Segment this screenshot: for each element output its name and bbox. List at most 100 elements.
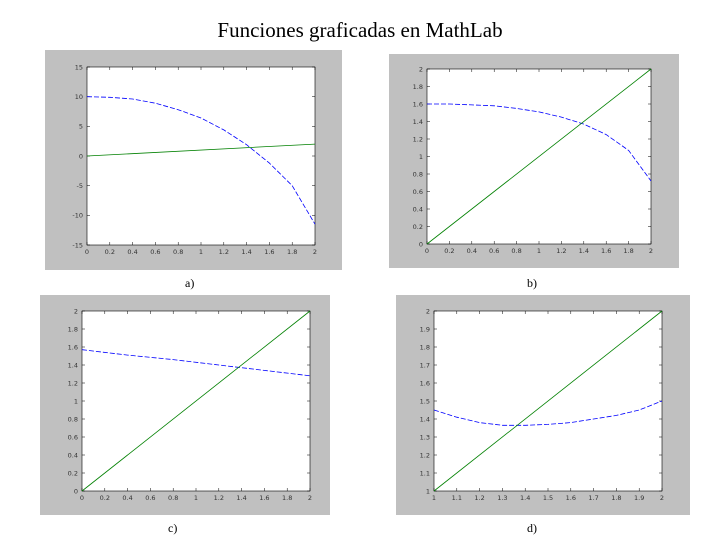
chart-d-x-tick-label: 1.2 [474,494,484,502]
chart-b-x-tick-label: 0.8 [511,247,521,255]
chart-b-x-tick-label: 0.2 [444,247,454,255]
chart-b-x-tick-label: 1.4 [579,247,589,255]
chart-d-y-tick-label: 1.3 [420,433,430,441]
chart-d-y-tick-label: 1.9 [420,325,430,333]
chart-b-x-tick-label: 1.8 [623,247,633,255]
chart-c-x-tick-label: 1.8 [282,494,292,502]
chart-a-series-1-line [86,96,316,225]
chart-a-caption: a) [185,276,195,290]
chart-a-y-tick-label: -15 [72,241,83,249]
chart-d-y-tick-label: 1.5 [420,397,430,405]
chart-b-y-tick-label: 1.6 [413,100,423,108]
chart-a-x-tick-label: 1 [199,248,203,256]
chart-c-y-tick-label: 0.8 [68,415,78,423]
chart-c: 0 0.2 0.4 0.6 0.8 1 1.2 1.4 1.6 1.8 2 0 0.2 0.4 0.6 0.8… [68,307,312,502]
chart-c-x-tick-label: 1.6 [259,494,269,502]
chart-b-y-tick-label: 1.2 [413,135,423,143]
chart-d-panel: 1 1.1 1.2 1.3 1.4 1.5 1.6 1.7 1.8 1.9 2 1 1.1 1.2 1.3 1… [396,295,690,515]
chart-d-x-tick-label: 1.1 [452,494,462,502]
chart-c-x-tick-label: 0.2 [100,494,110,502]
chart-c-y-tick-label: 0.4 [68,451,78,459]
chart-c-x-tick-label: 0.8 [168,494,178,502]
chart-b-series-2-line [426,68,652,245]
chart-c-series-2-line [81,310,311,492]
chart-c-x-tick-label: 0.4 [122,494,132,502]
chart-a: 0 0.2 0.4 0.6 0.8 1 1.2 1.4 1.6 1.8 2 -15 -10 -5 0 5 10 1… [72,63,317,256]
chart-b-x-tick-label: 1.6 [601,247,611,255]
chart-c-caption: c) [168,521,178,535]
chart-a-y-tick-label: 10 [75,93,83,101]
chart-d-series-2-line [433,310,663,492]
chart-b-y-tick-label: 1.4 [413,118,423,126]
chart-b-y-tick-label: 1.8 [413,83,423,91]
chart-d-x-tick-label: 1.8 [611,494,621,502]
chart-d-y-tick-label: 2 [426,307,430,315]
chart-b-y-tick-label: 0.4 [413,205,423,213]
chart-b-series-1-line [427,103,652,182]
chart-a-panel: 0 0.2 0.4 0.6 0.8 1 1.2 1.4 1.6 1.8 2 -15 -10 -5 0 5 10 1… [45,50,342,270]
chart-d-x-tick-label: 1 [432,494,436,502]
chart-b-y-tick-label: 0 [419,240,423,248]
chart-c-x-tick-label: 1 [194,494,198,502]
chart-a-y-tick-label: 0 [79,152,83,160]
chart-a-x-tick-label: 1.4 [241,248,251,256]
chart-d-y-tick-label: 1.1 [420,469,430,477]
chart-b-y-tick-label: 0.8 [413,170,423,178]
chart-b-y-tick-label: 0.6 [413,188,423,196]
chart-b-y-tick-label: 1 [419,153,423,161]
chart-a-x-tick-label: 2 [313,248,317,256]
chart-c-y-tick-label: 0.6 [68,433,78,441]
chart-b-panel: 0 0.2 0.4 0.6 0.8 1 1.2 1.4 1.6 1.8 2 0 0.2 0.4 0.6 0.8… [389,54,679,268]
chart-b-y-tick-label: 2 [419,65,423,73]
chart-a-x-tick-label: 1.6 [264,248,274,256]
chart-d-x-tick-label: 2 [660,494,664,502]
chart-c-x-tick-label: 1.4 [236,494,246,502]
chart-b-x-tick-label: 0.6 [489,247,499,255]
chart-b-x-tick-label: 1.2 [556,247,566,255]
chart-c-y-tick-label: 1.6 [68,343,78,351]
chart-a-y-tick-label: 15 [75,63,83,71]
chart-d: 1 1.1 1.2 1.3 1.4 1.5 1.6 1.7 1.8 1.9 2 1 1.1 1.2 1.3 1… [420,307,664,502]
chart-b-x-tick-label: 0 [425,247,429,255]
chart-d-y-tick-label: 1.7 [420,361,430,369]
chart-d-x-tick-label: 1.9 [634,494,644,502]
chart-a-y-tick-label: -10 [72,212,83,220]
chart-d-x-tick-label: 1.6 [566,494,576,502]
chart-d-x-tick-label: 1.7 [588,494,598,502]
chart-c-panel: 0 0.2 0.4 0.6 0.8 1 1.2 1.4 1.6 1.8 2 0 0.2 0.4 0.6 0.8… [40,295,330,515]
chart-d-y-tick-label: 1.4 [420,415,430,423]
chart-b-x-tick-label: 2 [649,247,653,255]
chart-c-x-tick-label: 0 [80,494,84,502]
chart-d-caption: d) [527,521,537,535]
chart-d-series-1-line [433,400,663,426]
chart-a-series-2-line [86,143,316,157]
chart-c-series-1-line [81,349,311,377]
chart-d-y-tick-label: 1.8 [420,343,430,351]
chart-a-x-tick-label: 0.2 [105,248,115,256]
chart-c-y-tick-label: 1.4 [68,361,78,369]
chart-d-x-tick-label: 1.4 [520,494,530,502]
chart-a-x-tick-label: 0 [85,248,89,256]
chart-a-x-tick-label: 1.8 [287,248,297,256]
chart-c-y-tick-label: 1.8 [68,325,78,333]
chart-c-y-tick-label: 1 [74,397,78,405]
chart-a-x-tick-label: 0.6 [150,248,160,256]
chart-b-x-tick-label: 1 [537,247,541,255]
chart-c-x-tick-label: 2 [308,494,312,502]
chart-c-y-tick-label: 1.2 [68,379,78,387]
chart-b-x-tick-label: 0.4 [467,247,477,255]
chart-d-x-tick-label: 1.3 [497,494,507,502]
page-title: Funciones graficadas en MathLab [217,18,503,42]
chart-c-y-tick-label: 0.2 [68,469,78,477]
chart-c-y-tick-label: 2 [74,307,78,315]
chart-a-y-tick-label: -5 [77,182,83,190]
chart-b-caption: b) [527,276,537,290]
chart-d-y-tick-label: 1 [426,487,430,495]
chart-a-plot-area [86,66,316,246]
chart-a-x-tick-label: 1.2 [219,248,229,256]
chart-a-x-tick-label: 0.4 [127,248,137,256]
chart-a-x-tick-label: 0.8 [173,248,183,256]
chart-c-x-tick-label: 0.6 [145,494,155,502]
chart-c-y-tick-label: 0 [74,487,78,495]
chart-d-y-tick-label: 1.2 [420,451,430,459]
